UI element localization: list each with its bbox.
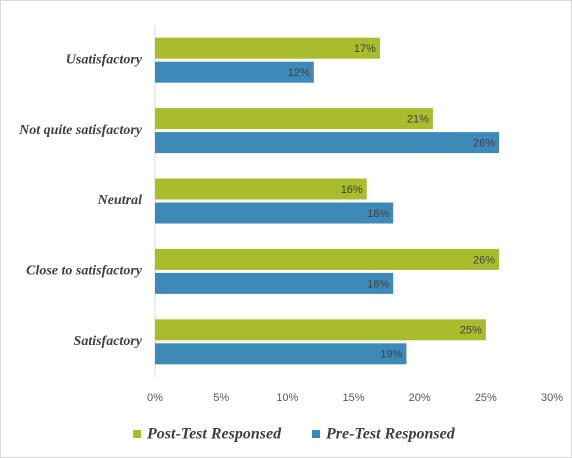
bar	[155, 132, 500, 154]
x-tick-label: 25%	[475, 392, 497, 404]
value-label: 26%	[473, 138, 495, 150]
category-label: Usatisfactory	[66, 52, 143, 67]
x-tick-label: 20%	[409, 392, 431, 404]
value-label: 12%	[288, 67, 310, 79]
value-label: 18%	[367, 278, 389, 290]
bar	[155, 178, 367, 200]
x-tick-label: 0%	[147, 392, 163, 404]
bar	[155, 61, 314, 83]
bar	[155, 37, 380, 59]
bar	[155, 319, 486, 341]
legend-swatch	[312, 430, 320, 438]
bar	[155, 343, 407, 365]
value-label: 25%	[460, 325, 482, 337]
category-label: Close to satisfactory	[26, 264, 143, 279]
value-label: 17%	[354, 43, 376, 55]
legend-label: Post-Test Responsed	[146, 426, 282, 443]
legend-swatch	[133, 430, 141, 438]
legend-label: Pre-Test Responsed	[325, 426, 456, 443]
category-label: Not quite satisfactory	[18, 123, 143, 138]
bar	[155, 248, 500, 270]
bar	[155, 108, 433, 130]
x-tick-label: 10%	[276, 392, 298, 404]
value-label: 16%	[341, 184, 363, 196]
x-tick-label: 15%	[342, 392, 364, 404]
bar	[155, 272, 394, 294]
bar	[155, 202, 394, 224]
value-label: 26%	[473, 254, 495, 266]
category-label: Satisfactory	[74, 334, 143, 349]
value-label: 18%	[367, 208, 389, 220]
x-tick-label: 5%	[213, 392, 229, 404]
value-label: 19%	[380, 349, 402, 361]
value-label: 21%	[407, 114, 429, 126]
category-label: Neutral	[97, 193, 142, 208]
x-tick-label: 30%	[541, 392, 563, 404]
